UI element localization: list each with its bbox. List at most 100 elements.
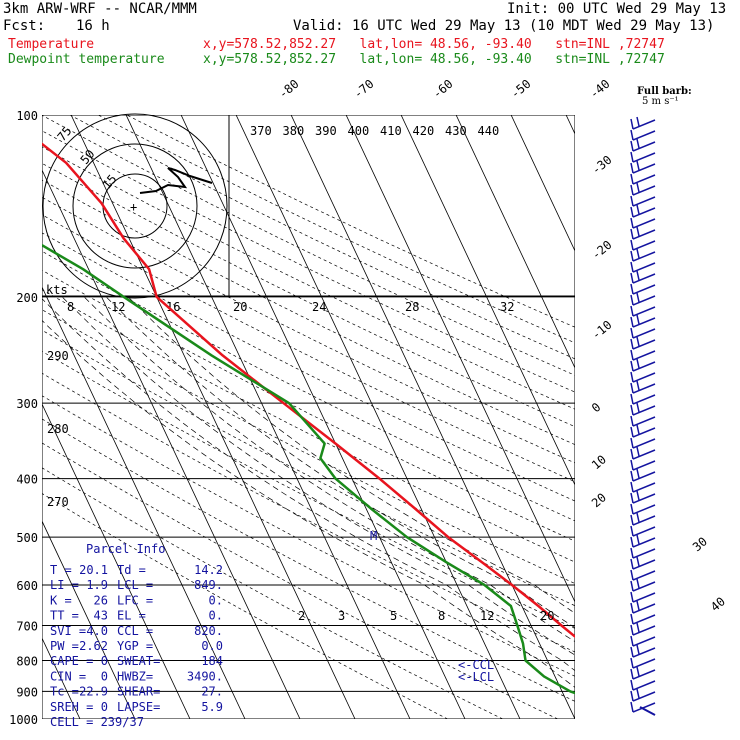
parcel-param-value: 20.1 (79, 563, 108, 577)
wind-barb-flag (630, 591, 634, 603)
mixing-ratio-tick-label: 12 (480, 609, 494, 623)
wind-barb-flag (636, 160, 640, 171)
wind-barb-flag (630, 382, 634, 394)
wind-barb (632, 581, 656, 592)
wind-barb-flag (630, 217, 634, 229)
wind-barb-flag (630, 272, 634, 284)
wind-barb (632, 350, 656, 361)
isotherm-line (290, 115, 575, 719)
wind-barb-flag (630, 283, 634, 295)
marker-m: M (370, 529, 377, 543)
isotherm-tick-label: -70 (351, 77, 377, 102)
mixing-ratio-tick-label: 20 (540, 609, 554, 623)
parcel-param-value: 43 (94, 609, 108, 623)
wind-barb-flag (636, 424, 640, 435)
wind-barb-flag (636, 138, 640, 149)
pressure-tick-label: 200 (16, 291, 38, 305)
theta-tick-label: 370 (250, 124, 272, 138)
wind-barb (632, 383, 656, 394)
isotherm-tick-label: 30 (690, 534, 710, 554)
wind-barb (632, 592, 656, 603)
wind-barb (632, 427, 656, 438)
wind-barb (632, 614, 656, 625)
dry-adiabat-line (42, 372, 575, 653)
isotherm-tick-label: 20 (589, 490, 609, 510)
wind-barb-flag (630, 470, 634, 482)
wind-barb (632, 185, 656, 196)
parcel-param-value: 2.62 (79, 639, 108, 653)
wind-barb-flag (636, 446, 640, 457)
hodograph-ring-label: 50 (78, 147, 98, 167)
wind-barb-flag (630, 173, 634, 185)
parcel-param-value: 0 (101, 700, 108, 714)
parcel-param-value: 26 (94, 593, 108, 607)
parcel-param-value: 4.0 (86, 624, 108, 638)
dry-adiabat-line (42, 350, 575, 629)
wind-barb (632, 328, 656, 339)
hodograph-axis-label: 24 (312, 300, 326, 314)
parcel-param-name: EL = (117, 609, 146, 623)
hodograph-axis-label: 20 (233, 300, 247, 314)
isotherm-tick-label: -10 (589, 318, 615, 343)
moist-adiabat-line (42, 319, 575, 688)
wind-barb (632, 405, 656, 416)
wind-barb (632, 548, 656, 559)
dewpoint-line (42, 243, 575, 695)
wind-barb (632, 295, 656, 306)
valid-time: Valid: 16 UTC Wed 29 May 13 (10 MDT Wed … (293, 18, 715, 34)
wind-barb-flag (630, 349, 634, 361)
parcel-param-name: HWBZ= (117, 669, 153, 683)
wind-barb (632, 438, 656, 449)
dry-adiabat-line (42, 467, 503, 719)
wind-barb-flag (630, 536, 634, 548)
parcel-param-name: K = (50, 593, 72, 607)
pressure-tick-label: 800 (16, 654, 38, 668)
pressure-tick-label: 600 (16, 579, 38, 593)
wind-barb-flag (630, 437, 634, 449)
wind-barb (632, 669, 656, 680)
dewpoint-legend-label: Dewpoint temperature (8, 52, 165, 67)
parcel-param-value: 1.9 (86, 578, 108, 592)
isotherm-line (455, 115, 575, 369)
wind-barb-flag (630, 393, 634, 405)
pressure-tick-label: 500 (16, 531, 38, 545)
temperature-legend-label: Temperature (8, 37, 95, 52)
parcel-param-name: T = (50, 563, 72, 577)
grid-lines (42, 115, 575, 719)
wind-barb-flag (630, 525, 634, 537)
wind-barb-flag (636, 270, 640, 281)
parcel-param-value: 0 (101, 669, 108, 683)
wind-barb (632, 449, 656, 460)
dry-adiabat-line (42, 179, 575, 446)
wind-barb-flag (636, 314, 640, 325)
theta-tick-label: 430 (445, 124, 467, 138)
isotherm-line (70, 115, 356, 719)
series-layer: <-CCL<-LCL M (42, 142, 575, 695)
mixing-ratio-tick-label: 2 (298, 609, 305, 623)
isotherm-line (42, 169, 301, 719)
hodograph-axis-label: 12 (111, 300, 125, 314)
hodograph-ring-label: 75 (55, 124, 75, 144)
parcel-param-name: CCL = (117, 624, 153, 638)
pressure-tick-label: 700 (16, 619, 38, 633)
isotherm-tick-label: -20 (589, 238, 615, 263)
dry-adiabat-line (42, 214, 575, 483)
wind-barb (632, 251, 656, 262)
moist-adiabat-line (83, 296, 575, 643)
wind-barb (632, 526, 656, 537)
hodograph-axis-label: 32 (500, 300, 514, 314)
wind-barb-flag (636, 358, 640, 369)
marker-ccl: <-CCL (458, 658, 494, 672)
parcel-param-value: 27. (201, 685, 223, 699)
wind-barb (632, 240, 656, 251)
isotherm-tick-label: -40 (587, 77, 613, 102)
parcel-cell: CELL = 239/37 (50, 715, 144, 729)
isotherm-tick-label: -60 (430, 77, 456, 102)
dry-adiabat-line (42, 329, 575, 607)
wind-barb (632, 636, 656, 647)
hodograph-axis-label: 28 (405, 300, 419, 314)
wind-barb-flag (636, 688, 640, 699)
parcel-param-value: 0 (101, 654, 108, 668)
theta-left-tick-label: 270 (47, 495, 69, 509)
wind-barb (632, 196, 656, 207)
